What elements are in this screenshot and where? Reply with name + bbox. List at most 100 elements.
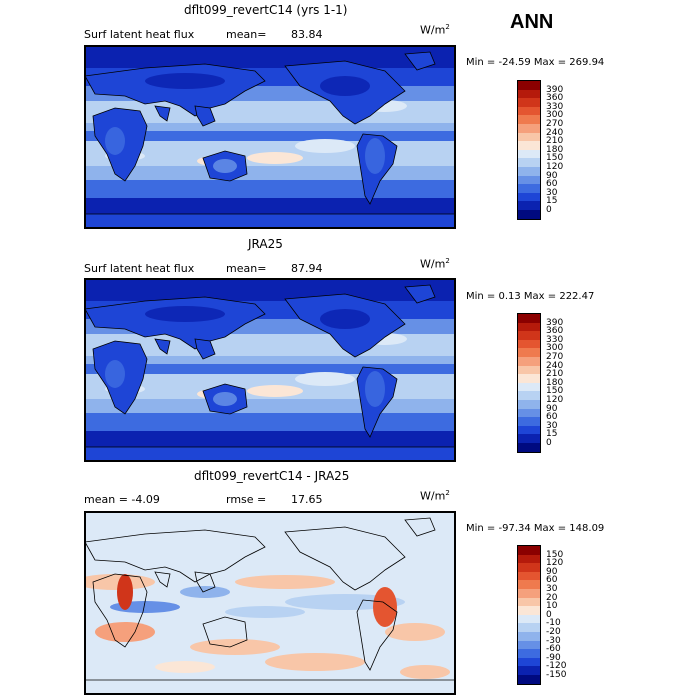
colorbar-swatch	[518, 314, 540, 323]
colorbar-swatch	[518, 331, 540, 340]
panel-3-map-svg	[85, 512, 455, 694]
colorbar-swatch	[518, 623, 540, 632]
panel-3-colorbar: 150 120 90 60 30 20 10 0 -10 -20 -30 -60 -90 -120 -150	[517, 545, 566, 685]
colorbar-label: 210	[546, 136, 564, 147]
colorbar-swatch	[518, 89, 540, 99]
colorbar-swatch	[518, 356, 540, 366]
panel-1-map-svg	[85, 46, 455, 228]
colorbar-label: 180	[546, 377, 564, 388]
colorbar-swatch	[518, 614, 540, 624]
colorbar-label: 390	[546, 317, 564, 328]
colorbar-label: 10	[546, 601, 558, 612]
colorbar-label: 30	[546, 420, 558, 431]
colorbar-swatch	[518, 554, 540, 564]
colorbar-label: 0	[546, 205, 552, 215]
panel-2-stat-label: mean=	[226, 262, 267, 275]
colorbar-swatch	[518, 382, 540, 392]
colorbar-label: 150	[546, 549, 564, 560]
colorbar-swatch	[518, 546, 540, 555]
colorbar-label: -120	[546, 661, 567, 672]
colorbar-label: 360	[546, 326, 564, 337]
colorbar-swatch	[518, 209, 540, 219]
colorbar-swatch	[518, 417, 540, 426]
colorbar-swatch	[518, 166, 540, 176]
colorbar-label: 0	[546, 438, 552, 448]
colorbar-label: 60	[546, 412, 558, 423]
colorbar-label: -60	[546, 644, 561, 655]
colorbar-label: 270	[546, 352, 564, 362]
panel-3-units: W/m2	[420, 489, 450, 503]
colorbar-label: 15	[546, 196, 558, 207]
colorbar-swatch	[518, 434, 540, 443]
panel-2-minmax: Min = 0.13 Max = 222.47	[466, 291, 595, 302]
colorbar-swatch	[518, 81, 540, 90]
panel-1-map	[84, 45, 456, 229]
panel-1-minmax: Min = -24.59 Max = 269.94	[466, 57, 605, 68]
colorbar-swatch	[518, 649, 540, 658]
colorbar-swatch	[518, 580, 540, 589]
colorbar-label: 150	[546, 153, 564, 164]
colorbar-swatch	[518, 149, 540, 159]
colorbar-label: 270	[546, 119, 564, 129]
colorbar-label: 30	[546, 187, 558, 198]
colorbar-label: 300	[546, 343, 564, 354]
colorbar-swatch	[518, 640, 540, 650]
colorbar-swatch	[518, 588, 540, 598]
colorbar-label: 120	[546, 558, 564, 569]
colorbar-label: 60	[546, 179, 558, 190]
panel-3-map	[84, 511, 456, 695]
colorbar-swatch	[518, 399, 540, 409]
colorbar-swatch	[518, 442, 540, 452]
panel-2-units: W/m2	[420, 257, 450, 271]
colorbar-label: 150	[546, 386, 564, 397]
colorbar-swatch	[518, 322, 540, 332]
panel-1-units: W/m2	[420, 23, 450, 37]
colorbar-label: 60	[546, 575, 558, 586]
panel-1-stat-value: 83.84	[291, 28, 323, 41]
colorbar-swatch	[518, 192, 540, 202]
colorbar-swatch	[518, 571, 540, 581]
colorbar-label: -30	[546, 635, 561, 646]
colorbar-swatch	[518, 115, 540, 124]
colorbar-label: 90	[546, 170, 558, 181]
colorbar-label: 210	[546, 369, 564, 380]
colorbar-label: 300	[546, 110, 564, 121]
colorbar-label: 390	[546, 84, 564, 95]
panel-2-map	[84, 278, 456, 462]
panel-3-mean: mean = -4.09	[84, 493, 160, 506]
colorbar-label: 90	[546, 403, 558, 414]
panel-3-title: dflt099_revertC14 - JRA25	[194, 469, 350, 483]
colorbar-swatch	[518, 98, 540, 107]
colorbar-swatch	[518, 123, 540, 133]
colorbar-swatch	[518, 408, 540, 418]
colorbar-swatch	[518, 184, 540, 193]
colorbar-label: 90	[546, 566, 558, 577]
colorbar-label: 330	[546, 334, 564, 345]
panel-2-title: JRA25	[248, 237, 283, 251]
colorbar-label: 30	[546, 584, 558, 594]
colorbar-swatch	[518, 597, 540, 607]
panel-2-map-svg	[85, 279, 455, 461]
colorbar-swatch	[518, 365, 540, 375]
colorbar-label: -90	[546, 652, 561, 663]
panel-2-colorbar: 390 360 330 300 270 240 210 180 150 120 90 60 30 15 0	[517, 313, 563, 453]
colorbar-swatch	[518, 348, 540, 357]
colorbar-swatch	[518, 606, 540, 615]
colorbar-swatch	[518, 674, 540, 684]
colorbar-swatch	[518, 631, 540, 641]
colorbar-swatch	[518, 158, 540, 167]
colorbar-label: 240	[546, 127, 564, 138]
colorbar-label: 120	[546, 162, 564, 172]
colorbar-label: 120	[546, 395, 564, 405]
colorbar-swatch	[518, 563, 540, 572]
colorbar-label: 15	[546, 429, 558, 440]
colorbar-swatch	[518, 141, 540, 150]
colorbar-label: -10	[546, 618, 561, 629]
colorbar-swatch	[518, 666, 540, 675]
season-label: ANN	[510, 11, 554, 33]
panel-1-variable: Surf latent heat flux	[84, 28, 195, 41]
colorbar-swatch	[518, 175, 540, 185]
panel-3-stat-label: rmse =	[226, 493, 267, 506]
panel-2-stat-value: 87.94	[291, 262, 323, 275]
